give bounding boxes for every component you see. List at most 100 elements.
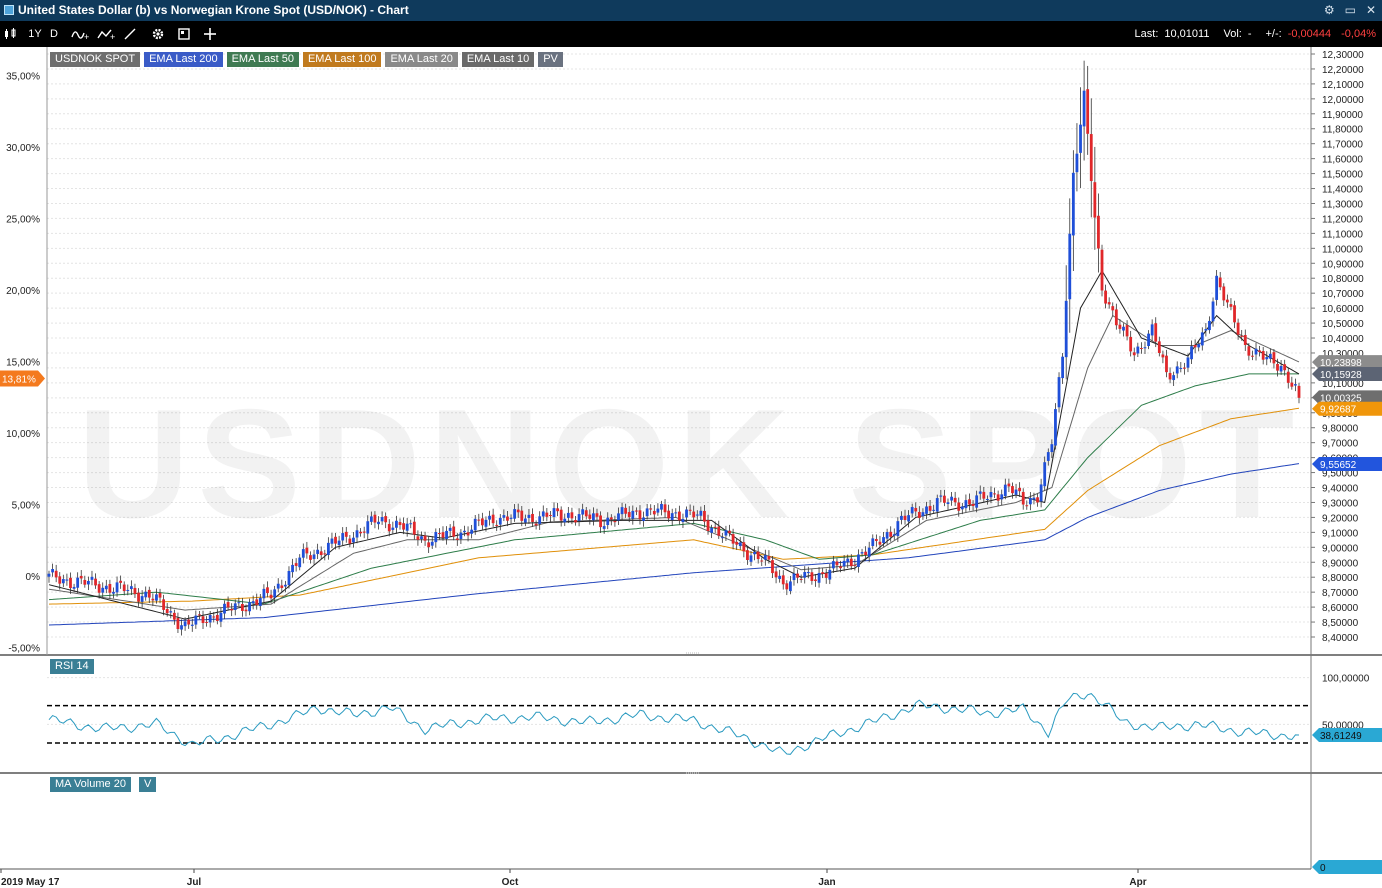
candle-body <box>792 573 796 581</box>
crosshair-icon[interactable] <box>202 21 218 47</box>
candle-body <box>101 587 105 593</box>
rsi-line <box>48 692 1300 755</box>
close-icon[interactable]: ✕ <box>1365 3 1376 17</box>
candlestick-icon[interactable] <box>2 21 18 47</box>
price-tick-label: 10,70000 <box>1322 289 1364 300</box>
candle-body <box>1032 497 1036 500</box>
legend-usdnok-spot[interactable]: USDNOK SPOT <box>50 52 141 67</box>
candle-body <box>455 538 459 541</box>
candle-body <box>821 572 825 574</box>
draw-line-icon[interactable] <box>122 21 138 47</box>
gear-icon[interactable] <box>150 21 166 47</box>
layout-icon[interactable] <box>176 21 192 47</box>
candle-body <box>831 561 835 569</box>
volume-v-label[interactable]: V <box>139 777 157 792</box>
candle-body <box>266 587 269 594</box>
candle-body <box>198 614 201 616</box>
candle-body <box>703 510 706 522</box>
rsi-label[interactable]: RSI 14 <box>50 659 94 674</box>
price-tick-label: 8,60000 <box>1322 603 1359 614</box>
price-marker <box>1312 457 1382 472</box>
candle-body <box>592 513 595 521</box>
legend-pv[interactable]: PV <box>538 52 563 67</box>
candle-body <box>509 517 513 519</box>
candle-body <box>126 589 130 591</box>
candle-body <box>660 503 663 510</box>
period-button[interactable]: 1Y <box>28 28 42 40</box>
candle-body <box>932 509 936 511</box>
candle-body <box>1197 344 1201 348</box>
legend-ema-200[interactable]: EMA Last 200 <box>144 52 223 67</box>
add-study-icon[interactable]: + <box>96 21 118 47</box>
candle-body <box>993 493 996 495</box>
candle-body <box>1021 491 1025 505</box>
date-tick-label: Oct <box>502 877 519 888</box>
candle-body <box>663 504 667 513</box>
candle-body <box>1286 371 1290 383</box>
price-tick-label: 8,40000 <box>1322 633 1359 644</box>
candle-body <box>806 571 810 574</box>
candle-body <box>785 583 789 590</box>
candle-body <box>1200 332 1204 346</box>
candle-body <box>83 579 87 585</box>
quote-summary: Last: 10,01011 Vol: - +/-: -0,00444 -0,0… <box>1135 21 1376 47</box>
candle-body <box>441 532 445 538</box>
candle-body <box>169 611 173 613</box>
panel-separators[interactable] <box>0 47 1382 870</box>
settings-icon[interactable]: ⚙ <box>1323 3 1335 17</box>
candle-body <box>1147 333 1150 347</box>
candle-body <box>1276 363 1279 371</box>
candle-body <box>398 522 402 525</box>
candle-body <box>1043 462 1047 487</box>
legend-ema-50[interactable]: EMA Last 50 <box>226 52 299 67</box>
candle-body <box>996 494 1000 501</box>
candle-body <box>369 516 373 522</box>
candle-body <box>172 612 176 620</box>
interval-button[interactable]: D <box>50 28 58 40</box>
candle-body <box>129 586 133 590</box>
price-marker <box>1312 355 1382 370</box>
candle-body <box>1268 353 1272 359</box>
price-tick-label: 10,10000 <box>1322 379 1364 390</box>
chart-canvas[interactable]: USDNOK SPOT 12,30000 12,20000 12,10000 12,0… <box>0 47 1382 888</box>
candle-body <box>438 533 441 535</box>
candle-body <box>921 512 925 517</box>
candle-body <box>638 510 642 520</box>
maximize-icon[interactable]: ▭ <box>1344 3 1356 17</box>
percent-tick-label: 10,00% <box>6 429 40 440</box>
candle-body <box>1150 324 1154 336</box>
candle-body <box>917 511 921 518</box>
candle-body <box>1154 323 1158 342</box>
candle-body <box>1122 326 1125 331</box>
percent-tick-label: 15,00% <box>6 358 40 369</box>
candle-body <box>724 530 728 536</box>
legend-ema-10[interactable]: EMA Last 10 <box>461 52 535 67</box>
candle-body <box>649 508 653 510</box>
volume-label[interactable]: MA Volume 20 <box>50 777 131 792</box>
percent-marker <box>0 370 45 387</box>
candle-body <box>76 577 80 588</box>
candle-body <box>609 517 613 520</box>
candle-body <box>756 551 760 560</box>
candle-body <box>373 514 377 523</box>
candle-body <box>670 513 674 521</box>
candle-body <box>409 523 413 525</box>
candle-body <box>405 523 409 531</box>
ema-line-ema-last-200 <box>48 463 1300 626</box>
legend-ema-20[interactable]: EMA Last 20 <box>385 52 458 67</box>
candle-body <box>430 541 434 546</box>
candle-body <box>516 509 520 513</box>
candle-body <box>681 518 685 523</box>
candle-body <box>1193 344 1197 348</box>
date-axis: 2019 May 17 Jul Oct Jan Apr <box>0 869 1147 888</box>
candle-body <box>928 505 932 511</box>
rsi-tick-label: 100,00000 <box>1322 674 1370 685</box>
svg-text:+: + <box>84 32 89 41</box>
add-indicator-icon[interactable]: + <box>70 21 92 47</box>
series-legend: USDNOK SPOT EMA Last 200 EMA Last 50 EMA… <box>50 52 563 67</box>
candle-body <box>1283 364 1287 371</box>
candle-body <box>1028 498 1032 505</box>
legend-ema-100[interactable]: EMA Last 100 <box>302 52 382 67</box>
candle-body <box>1222 286 1226 301</box>
candle-body <box>817 572 821 583</box>
